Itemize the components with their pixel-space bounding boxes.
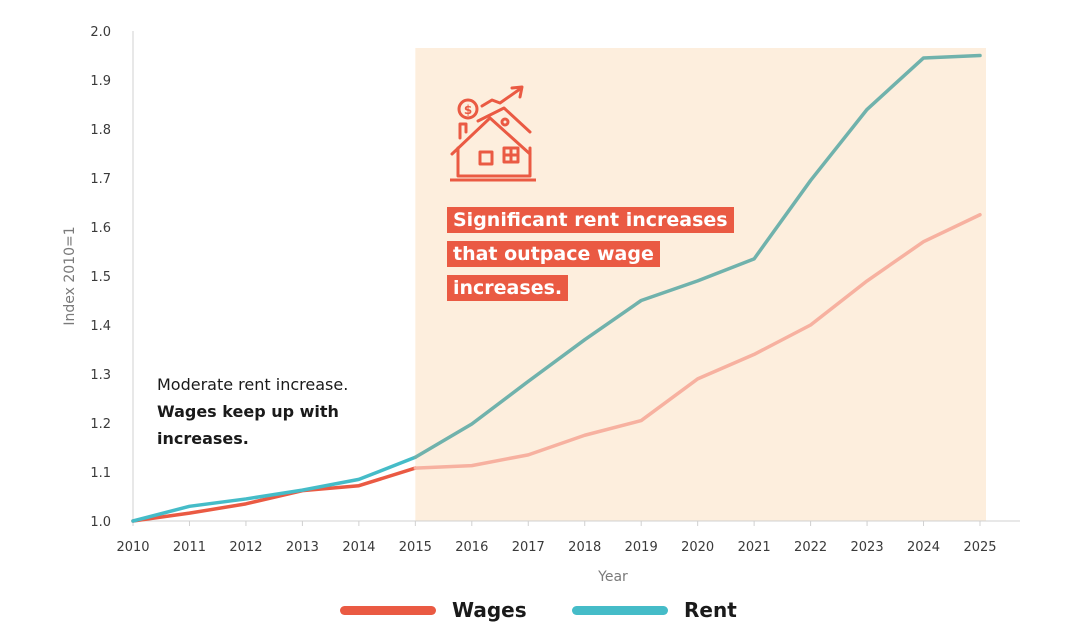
- series-line-wages-early: [131, 466, 418, 523]
- y-axis-title: Index 2010=1: [62, 226, 78, 325]
- y-tick-label: 1.1: [90, 466, 111, 481]
- x-tick-label: 2013: [286, 540, 319, 555]
- series-layer: [131, 53, 982, 523]
- annotation-moderate-text: Moderate rent increase.: [157, 375, 349, 394]
- legend-swatch-rent: [572, 605, 668, 615]
- series-line-rent-late: [413, 53, 982, 460]
- callout-line-1: Significant rent increases: [447, 207, 734, 233]
- x-tick-label: 2024: [907, 540, 940, 555]
- legend-item-wages: Wages: [340, 594, 527, 626]
- series-line-rent-early: [131, 455, 418, 523]
- y-tick-label: 2.0: [90, 25, 111, 40]
- x-tick-label: 2016: [455, 540, 488, 555]
- svg-text:$: $: [464, 103, 472, 117]
- y-tick-label: 1.8: [90, 123, 111, 138]
- x-tick-label: 2010: [116, 540, 149, 555]
- legend-item-rent: Rent: [572, 594, 737, 626]
- x-tick-label: 2014: [342, 540, 375, 555]
- x-tick-label: 2020: [681, 540, 714, 555]
- y-tick-label: 1.4: [90, 319, 111, 334]
- x-tick-label: 2018: [568, 540, 601, 555]
- x-tick-label: 2015: [399, 540, 432, 555]
- annotation-moderate: Moderate rent increase. Wages keep up wi…: [157, 371, 417, 452]
- callout-line-2: that outpace wage: [447, 241, 660, 267]
- x-tick-label: 2012: [229, 540, 262, 555]
- y-tick-label: 1.7: [90, 172, 111, 187]
- y-tick-label: 1.5: [90, 270, 111, 285]
- y-tick-label: 1.0: [90, 515, 111, 530]
- y-tick-label: 1.3: [90, 368, 111, 383]
- series-line-wages-late: [413, 213, 982, 470]
- y-tick-label: 1.6: [90, 221, 111, 236]
- legend-label-rent: Rent: [684, 598, 737, 622]
- x-tick-label: 2023: [851, 540, 884, 555]
- y-tick-label: 1.9: [90, 74, 111, 89]
- x-tick-label: 2025: [963, 540, 996, 555]
- x-tick-label: 2011: [173, 540, 206, 555]
- callout-line-3: increases.: [447, 275, 569, 301]
- x-tick-label: 2019: [625, 540, 658, 555]
- x-tick-label: 2017: [512, 540, 545, 555]
- house-rising-rent-icon: $: [450, 85, 536, 182]
- x-tick-label: 2022: [794, 540, 827, 555]
- legend-swatch-wages: [340, 605, 436, 615]
- callout-significant-rent: Significant rent increases that outpace …: [447, 203, 734, 305]
- y-tick-label: 1.2: [90, 417, 111, 432]
- annotation-wages-keep-up: Wages keep up with increases.: [157, 402, 339, 448]
- legend: Wages Rent: [0, 594, 1080, 626]
- x-tick-label: 2021: [738, 540, 771, 555]
- axes: 1.0 1.1 1.2 1.3 1.4 1.5 1.6 1.7 1.8 1.9 2.0 2010 201…: [90, 25, 1020, 555]
- x-axis-title: Year: [597, 569, 628, 585]
- legend-label-wages: Wages: [452, 598, 527, 622]
